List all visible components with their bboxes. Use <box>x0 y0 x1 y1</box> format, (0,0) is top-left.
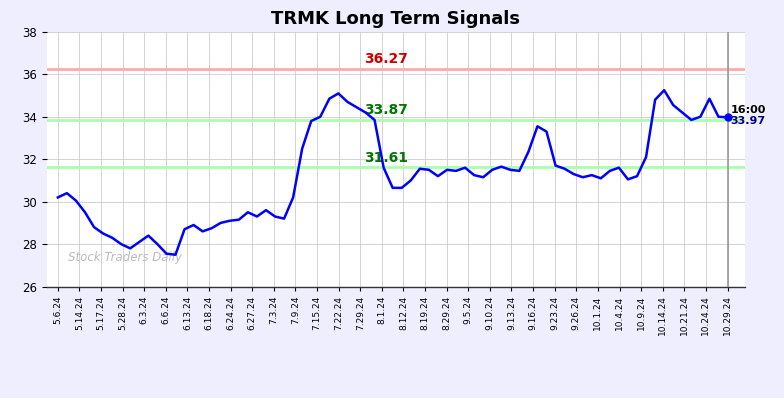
Text: 16:00: 16:00 <box>731 105 766 115</box>
Text: 33.87: 33.87 <box>365 103 408 117</box>
Text: 33.97: 33.97 <box>731 115 766 125</box>
Title: TRMK Long Term Signals: TRMK Long Term Signals <box>271 10 521 27</box>
Text: 31.61: 31.61 <box>365 151 408 165</box>
Text: Stock Traders Daily: Stock Traders Daily <box>68 251 182 263</box>
Text: 36.27: 36.27 <box>365 52 408 66</box>
